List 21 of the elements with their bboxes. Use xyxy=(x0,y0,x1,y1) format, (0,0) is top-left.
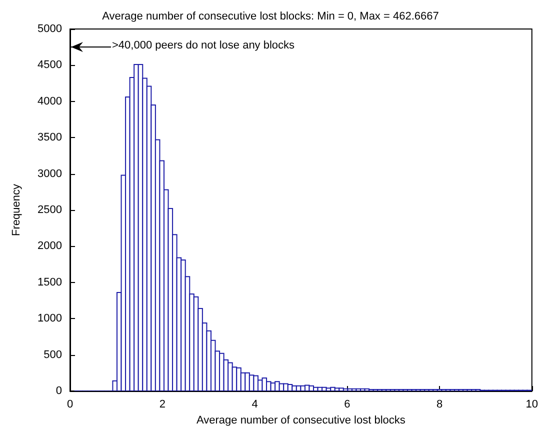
x-axis-title: Average number of consecutive lost blocks xyxy=(196,414,406,426)
y-tick-label: 1000 xyxy=(38,312,62,325)
y-tick-label: 4500 xyxy=(38,59,62,72)
y-tick-label: 0 xyxy=(56,385,62,397)
y-tick-label: 3000 xyxy=(38,168,62,180)
y-tick-label: 500 xyxy=(44,348,62,361)
x-tick-label: 6 xyxy=(344,398,350,410)
y-tick-label: 4000 xyxy=(38,95,62,108)
y-tick-label: 2000 xyxy=(38,240,62,252)
x-tick-label: 10 xyxy=(526,398,538,410)
y-tick-label: 2500 xyxy=(38,204,62,216)
y-tick-label: 1500 xyxy=(38,276,62,288)
x-tick-label: 2 xyxy=(159,398,166,410)
chart-title: Average number of consecutive lost blocks: Min = 0, Max = 462.6667 xyxy=(102,10,439,22)
x-tick-label: 0 xyxy=(66,398,74,410)
annotation: >40,000 peers do not lose any blocks xyxy=(112,40,296,52)
y-axis-title: Frequency xyxy=(10,184,22,236)
y-tick-label: 3500 xyxy=(38,132,62,144)
x-tick-label: 8 xyxy=(436,398,443,410)
x-tick-label: 4 xyxy=(252,398,258,410)
y-tick-label: 5000 xyxy=(38,23,62,35)
